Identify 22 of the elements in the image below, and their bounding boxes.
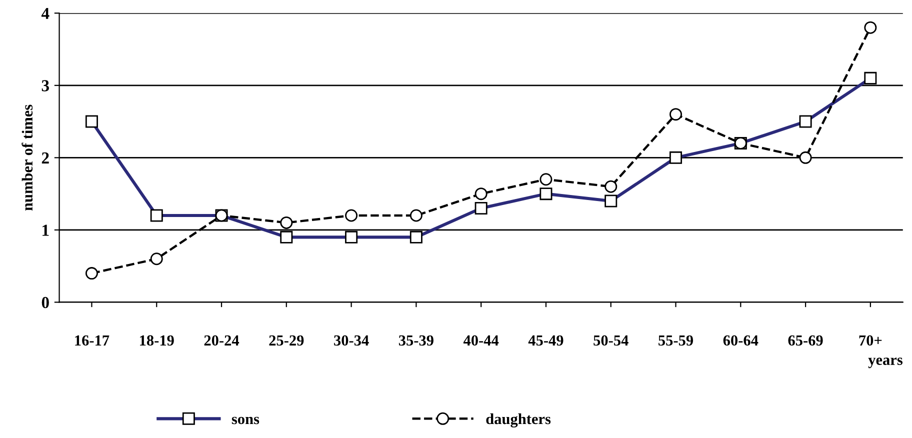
x-tick-label: 45-49 (528, 335, 564, 346)
x-tick-label: 65-69 (788, 335, 823, 346)
y-tick-label: 2 (42, 152, 49, 164)
legend-label: daughters (486, 413, 551, 428)
x-tick-label: 30-34 (334, 335, 369, 346)
x-tick-label: 35-39 (398, 335, 434, 346)
x-tick-label: 20-24 (204, 335, 240, 346)
legend-label: sons (232, 416, 260, 424)
x-tick-label: 16-17 (75, 335, 110, 346)
x-tick-label: 70+ (859, 335, 882, 346)
x-tick-label: 60-64 (723, 335, 758, 346)
x-tick-label: 50-54 (594, 335, 628, 346)
x-axis-title: years (868, 358, 903, 368)
y-tick-label: 4 (41, 8, 50, 19)
x-tick-label: 55-59 (658, 335, 694, 346)
x-tick-label: 18-19 (140, 335, 174, 346)
y-tick-label: 1 (42, 224, 49, 236)
x-tick-label: 40-44 (463, 335, 499, 346)
y-tick-label: 0 (42, 296, 49, 308)
x-tick-label: 25-29 (269, 335, 304, 346)
y-axis-title: number of times (22, 104, 33, 211)
y-tick-label: 3 (42, 80, 49, 92)
